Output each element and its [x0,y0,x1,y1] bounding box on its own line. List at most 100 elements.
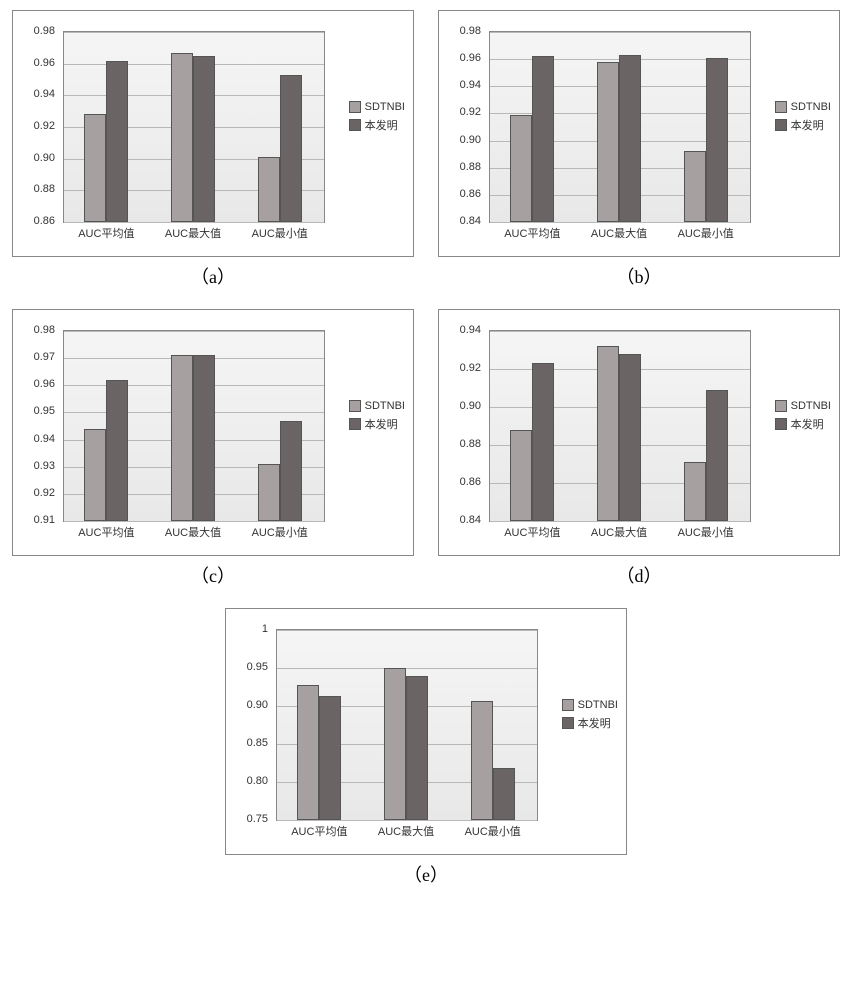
legend: SDTNBI 本发明 [775,400,831,436]
y-tick-label: 0.96 [34,57,55,69]
bar-group [84,61,128,223]
y-tick-label: 0.95 [247,661,268,673]
y-tick-label: 0.97 [34,351,55,363]
plot-area [276,629,538,821]
y-tick-label: 0.90 [460,134,481,146]
y-tick-label: 0.96 [460,52,481,64]
bar-series2 [706,390,728,521]
bar-group [258,421,302,521]
panel-caption: （e） [404,861,448,887]
legend-swatch [562,699,574,711]
bar-series2 [193,56,215,222]
legend: SDTNBI本发明 [349,101,405,137]
bar-series1 [384,668,406,820]
y-tick-label: 0.91 [34,514,55,526]
bar-group [258,75,302,222]
bar-series1 [597,62,619,222]
legend: SDTNBI本发明 [349,400,405,436]
legend: SDTNBI本发明 [562,699,618,735]
y-tick-label: 0.94 [460,324,481,336]
bar-group [684,58,728,222]
bar-series1 [510,115,532,222]
y-tick-label: 0.94 [34,88,55,100]
bar-series1 [171,53,193,222]
y-tick-label: 0.95 [34,405,55,417]
x-axis-labels: AUC平均值AUC最大值AUC最小值 [276,823,536,839]
panel-e: 0.750.800.850.900.951AUC平均值AUC最大值AUC最小值S… [10,608,842,887]
legend-swatch [349,418,361,430]
bar-series1 [297,685,319,820]
bar-series2 [280,421,302,521]
y-axis-labels: 0.840.860.880.900.920.94 [439,330,485,520]
legend-item: SDTNBI [775,400,831,412]
bar-group [510,363,554,521]
plot-area [63,31,325,223]
y-tick-label: 0.98 [34,324,55,336]
x-axis-labels: AUC平均值AUC最大值AUC最小值 [63,524,323,540]
x-tick-label: AUC最小值 [236,225,323,241]
y-tick-label: 0.85 [247,737,268,749]
y-tick-label: 0.86 [460,188,481,200]
bar-series1 [84,429,106,521]
legend-label: SDTNBI [365,101,405,113]
y-tick-label: 0.94 [460,79,481,91]
bar-group [684,390,728,521]
y-tick-label: 0.90 [34,152,55,164]
legend-item: 本发明 [775,416,831,432]
bar-series2 [280,75,302,222]
panel-caption: （d） [617,562,662,588]
x-tick-label: AUC最大值 [576,524,663,540]
y-axis-labels: 0.840.860.880.900.920.940.960.98 [439,31,485,221]
y-tick-label: 0.80 [247,775,268,787]
bar-group [597,346,641,521]
bar-group [84,380,128,521]
legend-swatch [775,400,787,412]
bar-series1 [684,462,706,521]
bar-series2 [532,56,554,222]
legend-item: 本发明 [562,715,618,731]
chart-panel: 0.750.800.850.900.951AUC平均值AUC最大值AUC最小值S… [225,608,627,855]
x-tick-label: AUC最大值 [576,225,663,241]
bar-series2 [106,61,128,223]
gridline [277,820,537,821]
plot-area [489,31,751,223]
chart-panel: 0.910.920.930.940.950.960.970.98AUC平均值AU… [12,309,414,556]
panel-b: 0.840.860.880.900.920.940.960.98AUC平均值AU… [436,10,842,289]
bar-series1 [684,151,706,222]
x-axis-labels: AUC平均值AUC最大值AUC最小值 [63,225,323,241]
y-axis-labels: 0.750.800.850.900.951 [226,629,272,819]
legend-label: SDTNBI [791,101,831,113]
bar-series2 [532,363,554,521]
legend-label: 本发明 [578,715,611,731]
plot-area [489,330,751,522]
x-tick-label: AUC最大值 [150,524,237,540]
bar-group [597,55,641,222]
bar-group [171,355,215,521]
y-tick-label: 0.92 [34,120,55,132]
bar-series1 [258,157,280,222]
y-axis-labels: 0.860.880.900.920.940.960.98 [13,31,59,221]
legend-swatch [775,119,787,131]
x-tick-label: AUC平均值 [489,524,576,540]
y-tick-label: 0.92 [460,362,481,374]
bar-series2 [106,380,128,521]
gridline [64,331,324,332]
bar-series1 [258,464,280,521]
legend-item: SDTNBI [349,101,405,113]
legend-swatch [349,101,361,113]
bar-series2 [619,354,641,521]
y-tick-label: 0.88 [34,183,55,195]
gridline [64,32,324,33]
gridline [64,521,324,522]
bar-series1 [597,346,619,521]
plot-area [63,330,325,522]
legend-swatch [775,418,787,430]
bar-series2 [619,55,641,222]
y-tick-label: 0.88 [460,438,481,450]
gridline [490,521,750,522]
legend-item: 本发明 [349,416,405,432]
bar-series1 [510,430,532,521]
y-tick-label: 0.98 [460,25,481,37]
bar-series2 [319,696,341,820]
y-tick-label: 0.84 [460,514,481,526]
